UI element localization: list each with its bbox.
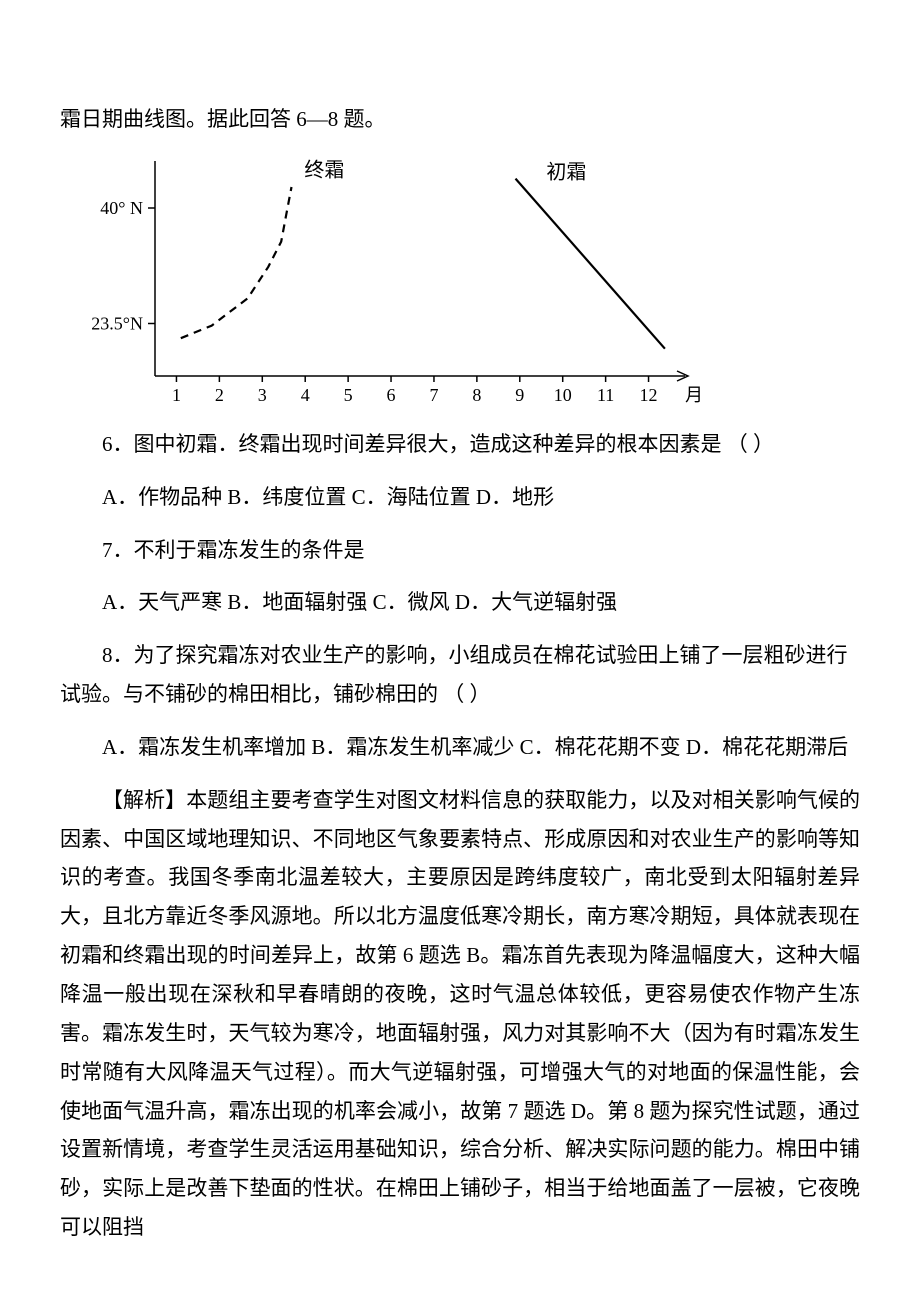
explanation-text: 【解析】本题组主要考查学生对图文材料信息的获取能力，以及对相关影响气候的因素、中…: [60, 781, 860, 1247]
svg-text:2: 2: [215, 385, 224, 405]
q6-stem: 6．图中初霜．终霜出现时间差异很大，造成这种差异的根本因素是 （ ）: [60, 425, 860, 464]
frost-date-chart: 40° N23.5°N123456789101112月份终霜初霜: [60, 151, 700, 411]
svg-text:12: 12: [640, 385, 658, 405]
q6-options: A．作物品种 B．纬度位置 C．海陆位置 D．地形: [60, 478, 860, 517]
svg-text:23.5°N: 23.5°N: [91, 313, 143, 333]
svg-text:3: 3: [258, 385, 267, 405]
svg-text:40° N: 40° N: [100, 198, 143, 218]
intro-text: 霜日期曲线图。据此回答 6—8 题。: [60, 100, 860, 139]
svg-text:10: 10: [554, 385, 572, 405]
q7-stem: 7．不利于霜冻发生的条件是: [60, 531, 860, 570]
q8-options: A．霜冻发生机率增加 B．霜冻发生机率减少 C．棉花花期不变 D．棉花花期滞后: [60, 728, 860, 767]
svg-text:11: 11: [597, 385, 614, 405]
svg-text:终霜: 终霜: [304, 158, 344, 181]
svg-text:5: 5: [344, 385, 353, 405]
svg-text:月份: 月份: [685, 385, 700, 405]
svg-text:初霜: 初霜: [546, 160, 586, 183]
svg-text:4: 4: [301, 385, 310, 405]
q8-stem: 8．为了探究霜冻对农业生产的影响，小组成员在棉花试验田上铺了一层粗砂进行试验。与…: [60, 636, 860, 714]
svg-text:1: 1: [172, 385, 181, 405]
svg-text:7: 7: [429, 385, 438, 405]
svg-text:9: 9: [515, 385, 524, 405]
svg-text:8: 8: [472, 385, 481, 405]
q7-options: A．天气严寒 B．地面辐射强 C．微风 D．大气逆辐射强: [60, 583, 860, 622]
svg-text:6: 6: [387, 385, 396, 405]
